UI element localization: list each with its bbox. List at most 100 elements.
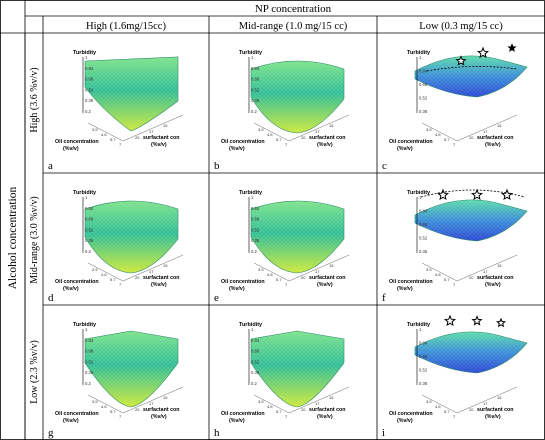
x-axis-title: Oil concentration: [221, 279, 265, 285]
floor-axes: [253, 114, 350, 142]
z-tick-label: 1: [251, 195, 254, 200]
x-axis-title: Oil concentration: [221, 139, 265, 145]
surface-mesh-grid: [251, 61, 344, 133]
y-axis-title: surfactant con: [477, 135, 514, 141]
x-axis-title-unit: (%v/v): [63, 146, 79, 152]
z-tick-label: 0.52: [251, 359, 260, 364]
z-tick-label: 0.68: [419, 82, 428, 87]
y-axis-title-unit: (%v/v): [485, 142, 501, 148]
z-tick-label: 0.36: [419, 109, 428, 114]
z-tick-label: 1: [419, 195, 422, 200]
z-tick-label: 0.36: [419, 381, 428, 386]
x-tick-label: 7: [119, 282, 122, 287]
x-tick-label: 3.5: [426, 399, 432, 404]
z-tick-label: 0.84: [85, 338, 94, 343]
x-tick-label: 4.6: [267, 132, 273, 137]
x-axis-title-unit: (%v/v): [229, 146, 245, 152]
y-tick-label: 15: [497, 263, 502, 268]
floor-axes: [87, 254, 184, 282]
z-tick-label: 0.2: [251, 381, 257, 386]
x-tick-label: 7: [285, 142, 288, 147]
z-tick-label: 0.84: [419, 69, 428, 74]
y-tick-label: 20: [135, 407, 140, 412]
x-tick-label: 4.6: [101, 272, 107, 277]
z-tick-label: 0.2: [85, 381, 91, 386]
z-tick-label: 0.84: [85, 66, 94, 71]
y-tick-label: 20: [301, 135, 306, 140]
z-axis-title: Turbidity: [239, 50, 263, 56]
x-tick-label: 3.5: [258, 267, 264, 272]
y-tick-label: 17: [315, 129, 320, 134]
floor-axes: [253, 386, 350, 414]
surface-mesh-grid: [251, 331, 344, 407]
z-tick-label: 0.36: [419, 249, 428, 254]
x-tick-label: 4.6: [435, 272, 441, 277]
y-axis-title-unit: (%v/v): [485, 414, 501, 420]
y-tick-label: 20: [135, 135, 140, 140]
x-tick-label: 5.7: [276, 137, 282, 142]
x-axis-title: Oil concentration: [389, 411, 433, 417]
star-marker-icon: [496, 317, 506, 328]
y-tick-label: 20: [301, 407, 306, 412]
x-tick-label: 3.5: [92, 399, 98, 404]
panel-letter-b: b: [214, 160, 220, 172]
x-tick-label: 5.7: [276, 409, 282, 414]
y-axis-title: surfactant con: [477, 407, 514, 413]
z-tick-label: 0.84: [251, 338, 260, 343]
z-tick-label: 0.84: [419, 209, 428, 214]
z-tick-label: 0.52: [251, 227, 260, 232]
x-tick-label: 7: [285, 282, 288, 287]
surface-plot-panels: Turbidity10.840.680.520.360.23.54.65.772…: [48, 43, 528, 439]
x-tick-label: 3.5: [426, 127, 432, 132]
z-tick-label: 1: [85, 195, 88, 200]
z-axis-title: Turbidity: [73, 190, 97, 196]
z-tick-label: 0.68: [251, 349, 260, 354]
x-axis-title: Oil concentration: [55, 411, 99, 417]
y-axis-title-unit: (%v/v): [151, 414, 167, 420]
x-axis-title-unit: (%v/v): [229, 286, 245, 292]
x-tick-label: 3.5: [92, 267, 98, 272]
row-header-mid: Mid-range (3.0 %v/v): [29, 196, 40, 283]
x-tick-label: 3.5: [258, 399, 264, 404]
z-axis-title: Turbidity: [407, 190, 431, 196]
x-tick-label: 5.7: [276, 277, 282, 282]
y-axis-title-unit: (%v/v): [151, 282, 167, 288]
y-axis-title-unit: (%v/v): [151, 142, 167, 148]
z-tick-label: 0.68: [251, 217, 260, 222]
floor-axes: [421, 114, 518, 142]
y-axis-title-unit: (%v/v): [317, 414, 333, 420]
x-tick-label: 5.7: [444, 277, 450, 282]
y-tick-label: 17: [483, 129, 488, 134]
y-tick-label: 17: [149, 269, 154, 274]
z-tick-label: 0.36: [85, 238, 94, 243]
y-tick-label: 15: [497, 395, 502, 400]
z-tick-label: 0.2: [85, 109, 91, 114]
star-marker-icon: [476, 46, 490, 59]
y-axis-title: surfactant con: [309, 407, 346, 413]
x-tick-label: 4.6: [267, 404, 273, 409]
y-tick-label: 15: [329, 395, 334, 400]
panel-letter-h: h: [214, 427, 220, 439]
y-axis-title: surfactant con: [143, 275, 180, 281]
y-tick-label: 17: [149, 129, 154, 134]
x-tick-label: 5.7: [110, 277, 116, 282]
surface-mesh-grid: [85, 57, 178, 131]
z-tick-label: 0.68: [251, 77, 260, 82]
star-marker-icon: [471, 315, 483, 326]
z-tick-label: 0.52: [85, 359, 94, 364]
floor-axes: [87, 114, 184, 142]
x-tick-label: 3.5: [258, 127, 264, 132]
x-tick-label: 4.6: [101, 404, 107, 409]
surface-mesh-grid: [85, 201, 178, 273]
panel-letter-f: f: [382, 292, 386, 304]
z-tick-label: 0.68: [419, 354, 428, 359]
z-tick-label: 0.68: [85, 349, 94, 354]
